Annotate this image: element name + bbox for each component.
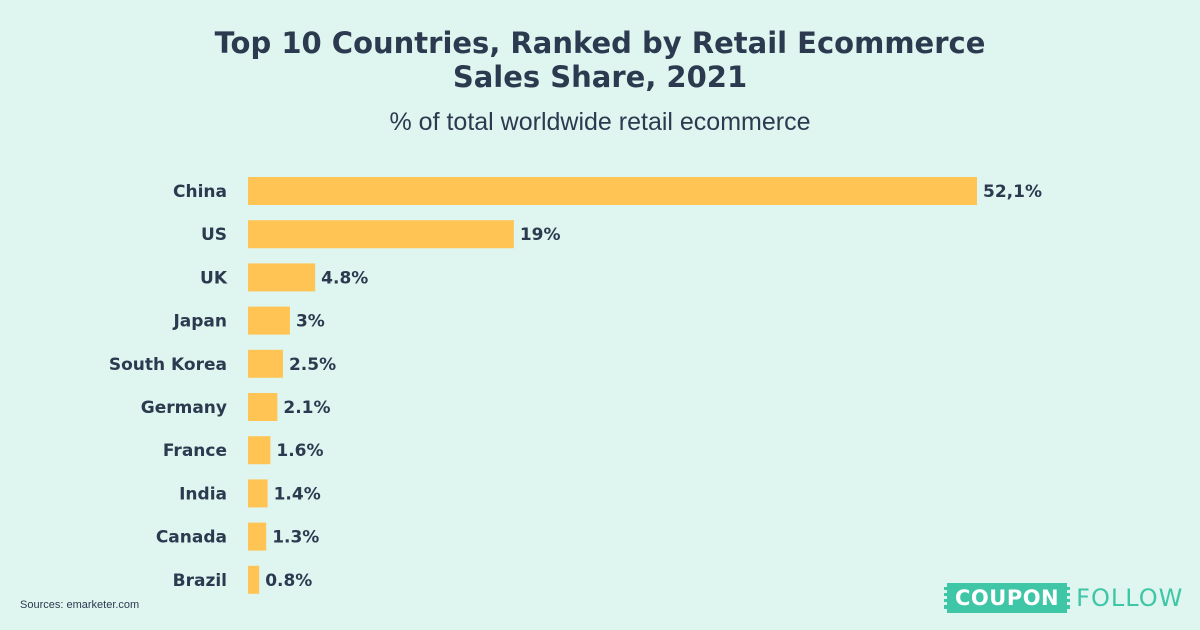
value-label: 2.5% [289, 355, 336, 375]
category-label: India [179, 484, 227, 504]
category-label: US [201, 225, 227, 245]
value-label: 1.4% [274, 484, 321, 504]
couponfollow-logo: COUPON FOLLOW [944, 583, 1183, 613]
bar [248, 479, 268, 508]
value-label: 52,1% [983, 182, 1042, 202]
bar [248, 220, 514, 249]
chart-title-line1: Top 10 Countries, Ranked by Retail Ecomm… [214, 26, 986, 60]
category-label: China [173, 182, 227, 202]
bar [248, 522, 267, 551]
bar [248, 436, 271, 465]
category-label: Germany [141, 398, 227, 418]
bar [248, 393, 278, 421]
category-label: Japan [172, 312, 227, 332]
category-label: France [163, 441, 227, 461]
bar [248, 565, 260, 594]
value-label: 0.8% [265, 571, 312, 591]
bar [248, 177, 977, 205]
bar [248, 263, 316, 292]
category-label: Brazil [173, 571, 227, 591]
chart-subtitle: % of total worldwide retail ecommerce [389, 108, 811, 136]
value-label: 3% [296, 312, 325, 332]
value-label: 1.6% [276, 441, 323, 461]
category-label: UK [200, 268, 228, 288]
chart-title-line2: Sales Share, 2021 [452, 60, 748, 94]
logo-coupon-box: COUPON [944, 583, 1071, 613]
value-label: 19% [520, 225, 561, 245]
logo-follow-text: FOLLOW [1076, 584, 1184, 612]
value-label: 2.1% [283, 398, 330, 418]
category-label: South Korea [109, 355, 227, 375]
sources-note: Sources: emarketer.com [20, 599, 140, 611]
chart-title: Top 10 Countries, Ranked by Retail Ecomm… [0, 26, 1200, 94]
category-label: Canada [156, 528, 227, 548]
value-label: 4.8% [321, 268, 368, 288]
value-label: 1.3% [272, 528, 319, 548]
bar [248, 306, 290, 335]
bar [248, 349, 283, 378]
